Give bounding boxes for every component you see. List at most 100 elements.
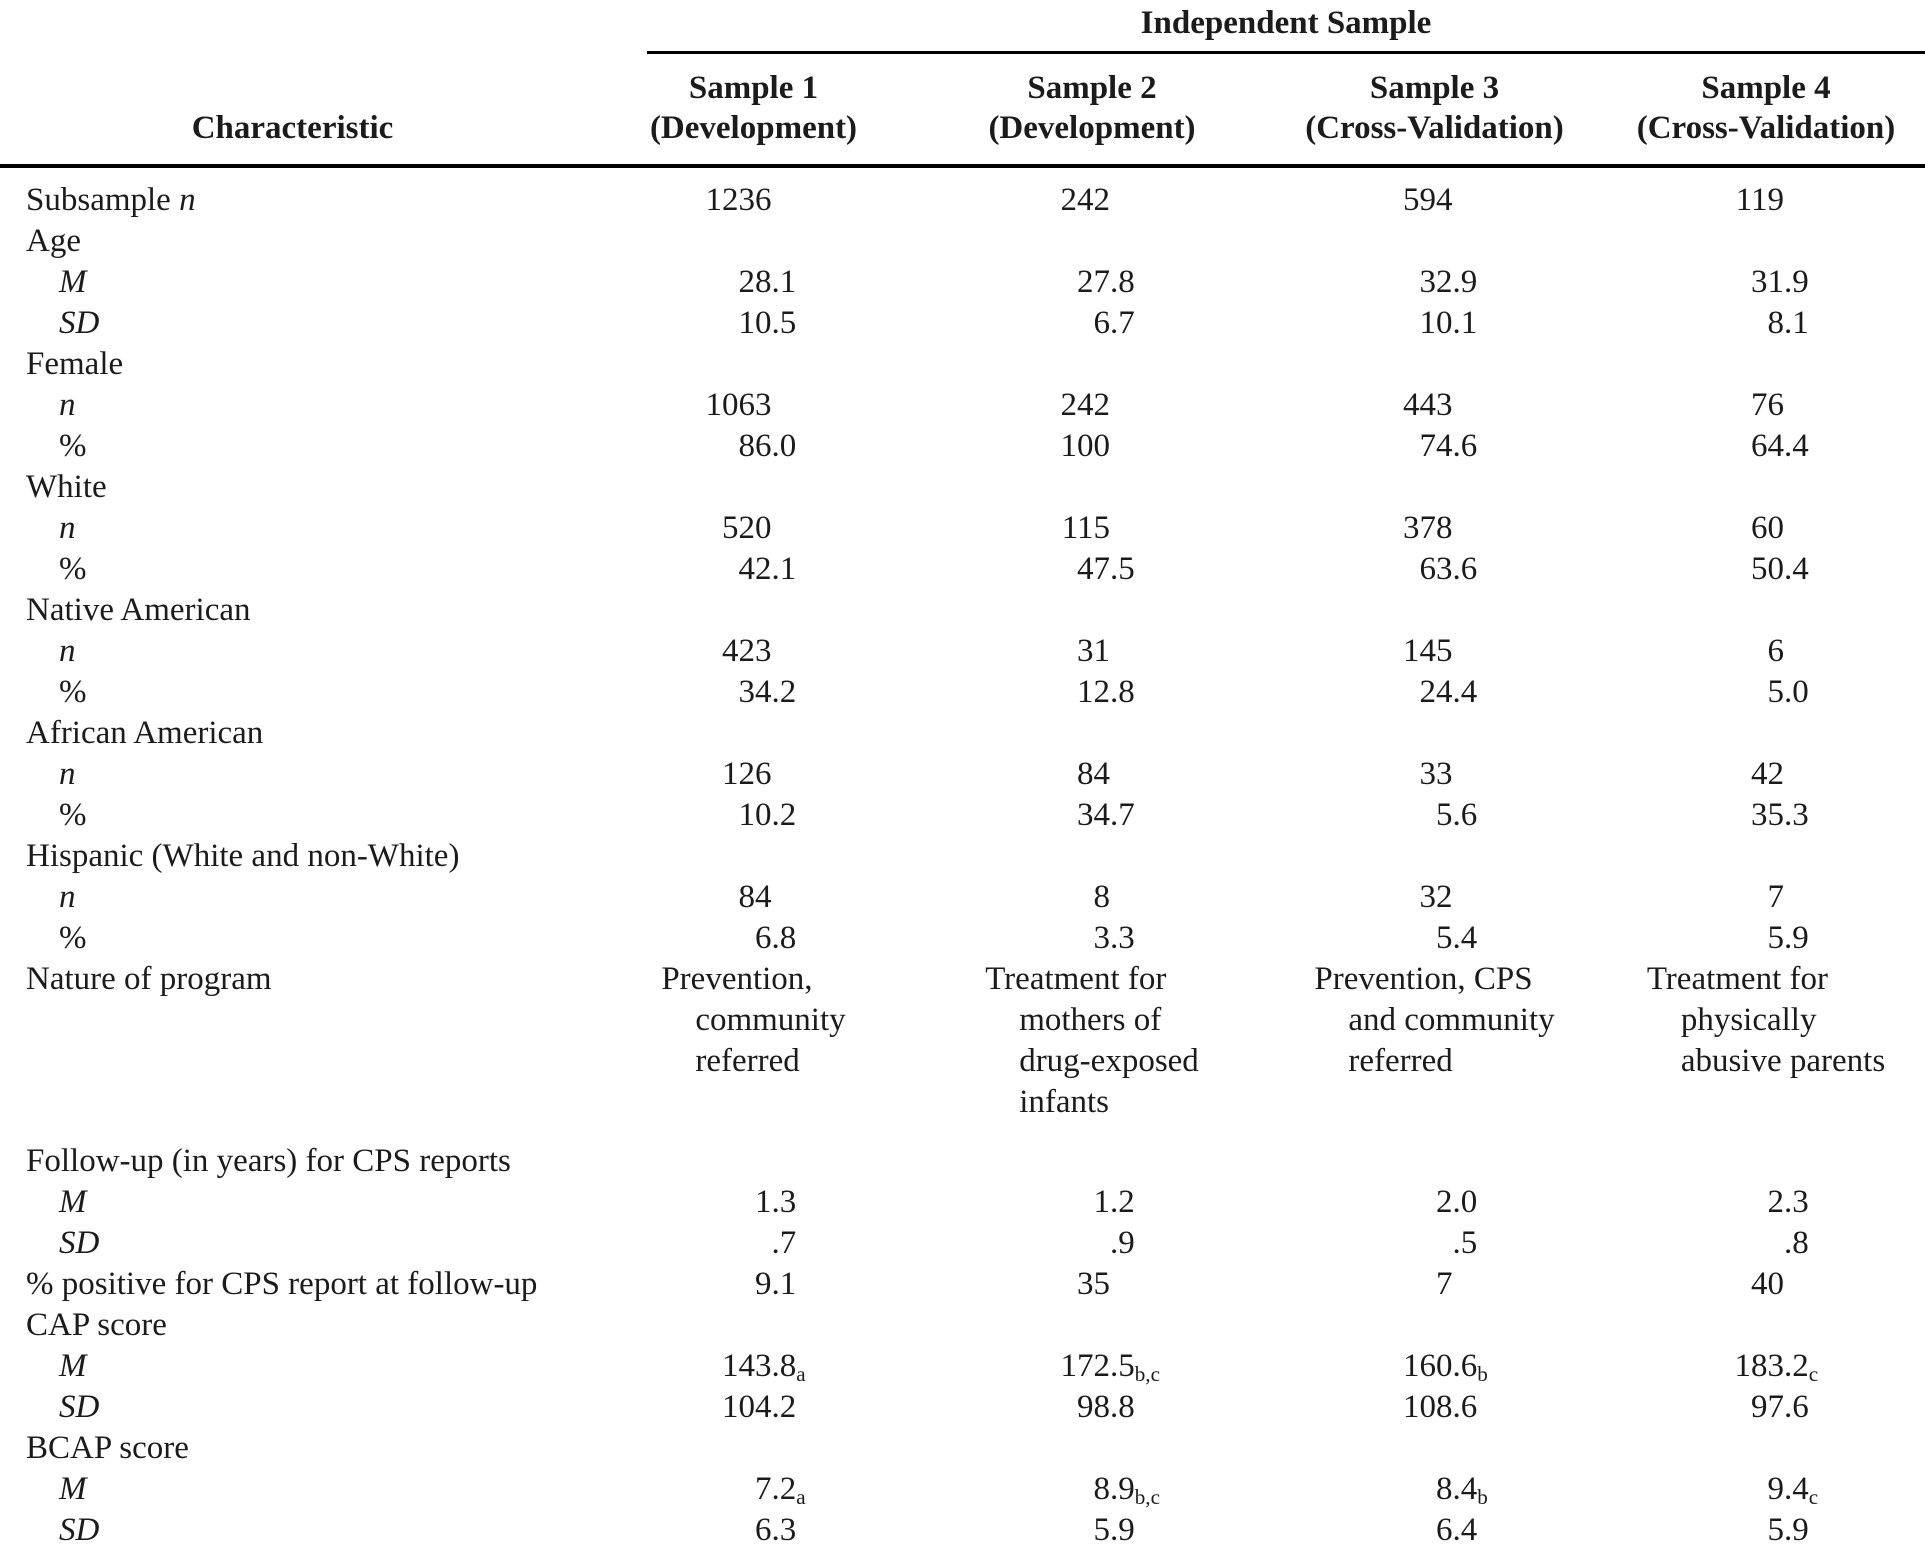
decimal-aligned-value: 3.3 <box>1093 920 1135 956</box>
value-cell: 31 <box>922 631 1262 672</box>
row-label: Native American <box>0 590 585 631</box>
decimal-aligned-value: 183.2c <box>1734 1348 1819 1386</box>
table-row: Nature of program Prevention, community ref… <box>0 959 1925 1123</box>
program-description-line: Treatment for <box>985 961 1167 997</box>
table-row: SD 10.5 6.7 10.1 8.1 <box>0 303 1925 344</box>
decimal-aligned-value: 86.0 <box>738 428 797 464</box>
value-cell: 28.1 <box>585 262 922 303</box>
row-label: SD <box>0 303 585 344</box>
value-cell <box>922 713 1262 754</box>
value-cell: .5 <box>1262 1223 1607 1264</box>
decimal-aligned-value: 108.6 <box>1403 1389 1478 1425</box>
value-cell: 84 <box>922 754 1262 795</box>
row-label-italic-segment: SD <box>59 305 100 341</box>
value-cell: 42 <box>1607 754 1925 795</box>
value-cell <box>1607 836 1925 877</box>
value-cell <box>585 1305 922 1346</box>
table-header: Independent Sample Characteristic Sample… <box>0 0 1925 168</box>
decimal-aligned-value: 34.2 <box>738 674 797 710</box>
decimal-aligned-value: 1063 <box>705 387 772 423</box>
decimal-aligned-value: 5.9 <box>1767 1512 1809 1548</box>
significance-subscript: c <box>1808 1361 1819 1386</box>
row-label-italic-segment: M <box>59 1184 87 1220</box>
value-cell: 12.8 <box>922 672 1262 713</box>
decimal-aligned-value: 40 <box>1751 1266 1784 1302</box>
column-header-characteristic: Characteristic <box>191 110 394 146</box>
table-row: n 520 115 378 60 <box>0 508 1925 549</box>
value-cell <box>922 1305 1262 1346</box>
decimal-aligned-value: .8 <box>1784 1225 1809 1261</box>
value-cell: 32 <box>1262 877 1607 918</box>
decimal-aligned-value: 1.3 <box>755 1184 797 1220</box>
value-cell <box>1607 1428 1925 1469</box>
value-cell <box>1262 1141 1607 1182</box>
value-cell: 35.3 <box>1607 795 1925 836</box>
column-header-sample-3: Sample 3 (Cross-Validation) <box>1262 68 1607 148</box>
table-row: % 86.0 100 74.6 64.4 <box>0 426 1925 467</box>
value-cell: 7.2a <box>585 1469 922 1510</box>
program-description-line: abusive parents <box>1680 1043 1886 1079</box>
value-cell: 31.9 <box>1607 262 1925 303</box>
column-header-sample-1: Sample 1 (Development) <box>585 68 922 148</box>
table-row: BCAP score <box>0 1428 1925 1469</box>
decimal-aligned-value: 6.7 <box>1093 305 1135 341</box>
value-cell: 8 <box>922 877 1262 918</box>
value-cell: 84 <box>585 877 922 918</box>
value-cell <box>1607 590 1925 631</box>
table-row: n 126 84 33 42 <box>0 754 1925 795</box>
decimal-aligned-value: 42.1 <box>738 551 797 587</box>
row-label: n <box>0 754 585 795</box>
value-cell: 7 <box>1262 1264 1607 1305</box>
program-description-cell: Prevention, community referred <box>585 959 922 1123</box>
significance-subscript: a <box>796 1361 806 1386</box>
value-cell: 10.5 <box>585 303 922 344</box>
value-cell: 50.4 <box>1607 549 1925 590</box>
value-cell: 7 <box>1607 877 1925 918</box>
program-description-block: Treatment for physically abusive parents <box>1647 959 1885 1082</box>
value-cell: 160.6b <box>1262 1346 1607 1387</box>
column-header-sample-4: Sample 4 (Cross-Validation) <box>1607 68 1925 148</box>
decimal-aligned-value: 28.1 <box>738 264 797 300</box>
program-description-line: mothers of <box>1019 1002 1162 1038</box>
value-cell: .8 <box>1607 1223 1925 1264</box>
value-cell: 119 <box>1607 180 1925 221</box>
decimal-aligned-value: 12.8 <box>1077 674 1135 710</box>
row-label: Nature of program <box>0 959 585 1123</box>
value-cell <box>585 344 922 385</box>
decimal-aligned-value: 64.4 <box>1751 428 1809 464</box>
program-description-block: Treatment for mothers of drug-exposed infan… <box>985 959 1199 1123</box>
decimal-aligned-value: 443 <box>1403 387 1453 423</box>
decimal-aligned-value: .7 <box>771 1225 797 1261</box>
decimal-aligned-value: 126 <box>722 756 772 792</box>
value-cell: 10.1 <box>1262 303 1607 344</box>
decimal-aligned-value: 33 <box>1419 756 1453 792</box>
decimal-aligned-value: 1236 <box>705 182 772 218</box>
value-cell <box>1607 1305 1925 1346</box>
row-label: SD <box>0 1223 585 1264</box>
table-row: Follow-up (in years) for CPS reports <box>0 1141 1925 1182</box>
value-cell <box>1607 713 1925 754</box>
decimal-aligned-value: .9 <box>1110 1225 1135 1261</box>
value-cell <box>922 1428 1262 1469</box>
value-cell: 9.4c <box>1607 1469 1925 1510</box>
row-label: SD <box>0 1387 585 1428</box>
significance-subscript: b <box>1477 1484 1488 1509</box>
row-label-italic-segment: n <box>59 633 76 669</box>
program-description-line: drug-exposed <box>1019 1043 1199 1079</box>
decimal-aligned-value: 172.5b,c <box>1060 1348 1160 1386</box>
program-description-line: Prevention, <box>661 961 813 997</box>
program-description-line: physically <box>1680 1002 1817 1038</box>
decimal-aligned-value: 160.6b <box>1403 1348 1488 1386</box>
row-label: n <box>0 508 585 549</box>
decimal-aligned-value: 5.0 <box>1767 674 1809 710</box>
column-header-line2: (Cross-Validation) <box>1636 110 1896 146</box>
decimal-aligned-value: 35 <box>1077 1266 1110 1302</box>
program-description-line: referred <box>695 1043 800 1079</box>
decimal-aligned-value: 5.9 <box>1767 920 1809 956</box>
value-cell <box>585 467 922 508</box>
table-body: Subsample n 1236 242 594 119 Age M 28.1 27.8 32.9… <box>0 168 1925 1551</box>
decimal-aligned-value: 594 <box>1403 182 1453 218</box>
value-cell: 104.2 <box>585 1387 922 1428</box>
row-label-segment: BCAP score <box>26 1430 189 1466</box>
row-label: M <box>0 1182 585 1223</box>
